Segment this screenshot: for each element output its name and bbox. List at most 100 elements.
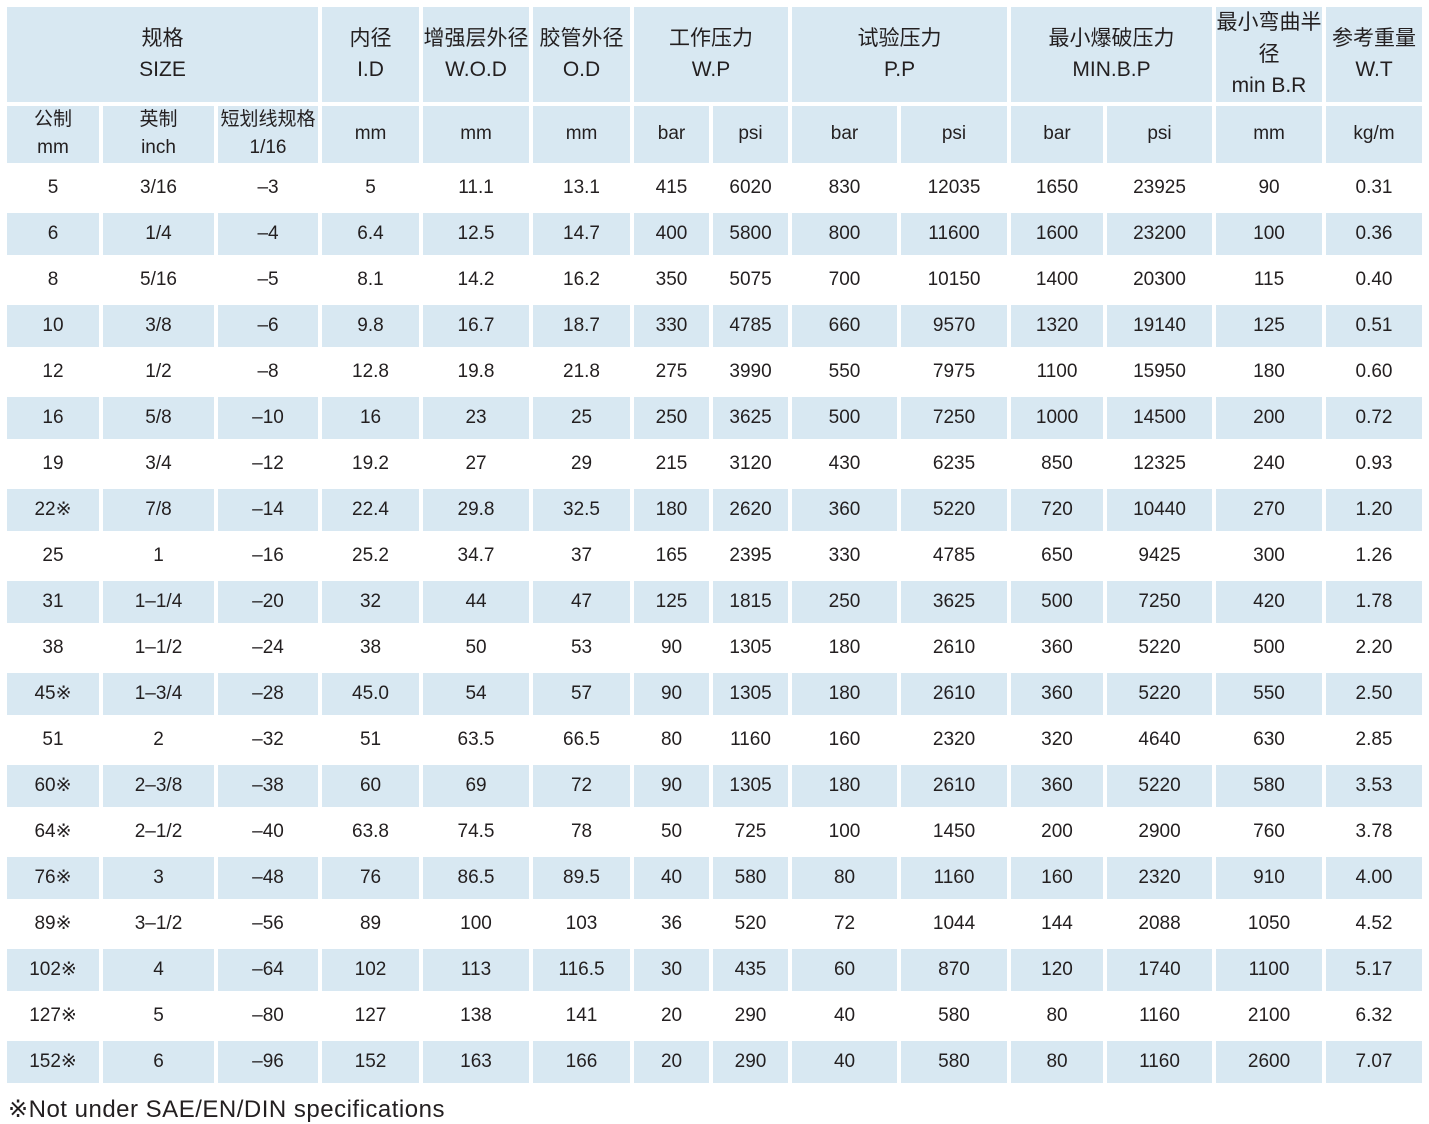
cell: 580 <box>1216 764 1323 807</box>
cell: 16.7 <box>423 304 530 347</box>
cell: 6 <box>7 212 99 255</box>
cell: 90 <box>634 672 710 715</box>
table-row: 12 1/2 –8 12.8 19.8 21.8 275 3990 550 7975 1100 159… <box>7 350 1423 393</box>
cell: 415 <box>634 166 710 209</box>
cell: 2.20 <box>1326 626 1423 669</box>
cell: 2600 <box>1216 1040 1323 1083</box>
cell: 3625 <box>713 396 789 439</box>
cell: 100 <box>423 902 530 945</box>
cell: 3990 <box>713 350 789 393</box>
header-unit-row: 公制 mm 英制 inch 短划线规格 1/16 mm mm mm bar ps… <box>7 105 1423 163</box>
cell: 240 <box>1216 442 1323 485</box>
cell: 32.5 <box>533 488 631 531</box>
cell: 3/4 <box>103 442 214 485</box>
cell: 0.36 <box>1326 212 1423 255</box>
subheader-br-mm: mm <box>1216 105 1323 163</box>
cell: 1160 <box>901 856 1008 899</box>
cell: 180 <box>792 626 898 669</box>
cell: 19.8 <box>423 350 530 393</box>
cell: 2100 <box>1216 994 1323 1037</box>
cell: 166 <box>533 1040 631 1083</box>
cell: 38 <box>7 626 99 669</box>
cell: –38 <box>218 764 319 807</box>
cell: 76※ <box>7 856 99 899</box>
cell: 1815 <box>713 580 789 623</box>
cell: 89※ <box>7 902 99 945</box>
cell: 435 <box>713 948 789 991</box>
table-row: 45※ 1–3/4 –28 45.0 54 57 90 1305 180 2610 360 5220 5… <box>7 672 1423 715</box>
subheader-dash: 短划线规格 1/16 <box>218 105 319 163</box>
cell: 2610 <box>901 672 1008 715</box>
cell: 44 <box>423 580 530 623</box>
cell: 152※ <box>7 1040 99 1083</box>
cell: 650 <box>1011 534 1104 577</box>
cell: 53 <box>533 626 631 669</box>
cell: 520 <box>713 902 789 945</box>
cell: 165 <box>634 534 710 577</box>
cell: 12 <box>7 350 99 393</box>
cell: 31 <box>7 580 99 623</box>
cell: 160 <box>792 718 898 761</box>
cell: 1 <box>103 534 214 577</box>
cell: 700 <box>792 258 898 301</box>
subheader-wt-kgm: kg/m <box>1326 105 1423 163</box>
cell: 1400 <box>1011 258 1104 301</box>
cell: 1600 <box>1011 212 1104 255</box>
cell: 9570 <box>901 304 1008 347</box>
cell: 7/8 <box>103 488 214 531</box>
cell: 76 <box>322 856 420 899</box>
cell: 360 <box>1011 626 1104 669</box>
cell: –24 <box>218 626 319 669</box>
cell: 1100 <box>1216 948 1323 991</box>
cell: 14500 <box>1107 396 1213 439</box>
cell: 100 <box>792 810 898 853</box>
subheader-pp-bar: bar <box>792 105 898 163</box>
cell: 5800 <box>713 212 789 255</box>
cell: 163 <box>423 1040 530 1083</box>
cell: 40 <box>792 994 898 1037</box>
cell: 89 <box>322 902 420 945</box>
table-row: 8 5/16 –5 8.1 14.2 16.2 350 5075 700 10150 1400 203… <box>7 258 1423 301</box>
cell: 580 <box>901 1040 1008 1083</box>
cell: 86.5 <box>423 856 530 899</box>
cell: 6235 <box>901 442 1008 485</box>
cell: 430 <box>792 442 898 485</box>
cell: 2320 <box>901 718 1008 761</box>
cell: 30 <box>634 948 710 991</box>
cell: 66.5 <box>533 718 631 761</box>
cell: 152 <box>322 1040 420 1083</box>
cell: 830 <box>792 166 898 209</box>
cell: 40 <box>634 856 710 899</box>
cell: 100 <box>1216 212 1323 255</box>
cell: 23 <box>423 396 530 439</box>
cell: 138 <box>423 994 530 1037</box>
cell: 1160 <box>713 718 789 761</box>
table-body: 5 3/16 –3 5 11.1 13.1 415 6020 830 12035 1650 23925… <box>7 166 1423 1083</box>
cell: 60※ <box>7 764 99 807</box>
cell: 2610 <box>901 626 1008 669</box>
cell: 500 <box>1011 580 1104 623</box>
cell: 6.32 <box>1326 994 1423 1037</box>
cell: 113 <box>423 948 530 991</box>
cell: 51 <box>7 718 99 761</box>
cell: 16.2 <box>533 258 631 301</box>
table-row: 152※ 6 –96 152 163 166 20 290 40 580 80 1160 2600 7.0… <box>7 1040 1423 1083</box>
table-row: 64※ 2–1/2 –40 63.8 74.5 78 50 725 100 1450 200 2900… <box>7 810 1423 853</box>
cell: –5 <box>218 258 319 301</box>
cell: 78 <box>533 810 631 853</box>
table-row: 16 5/8 –10 16 23 25 250 3625 500 7250 1000 14500 200… <box>7 396 1423 439</box>
cell: 320 <box>1011 718 1104 761</box>
subheader-pp-psi: psi <box>901 105 1008 163</box>
cell: 180 <box>792 764 898 807</box>
cell: 275 <box>634 350 710 393</box>
hose-spec-table: 规格 SIZE 内径 I.D 增强层外径 W.O.D 胶管外径 O.D 工作压力… <box>3 3 1426 1087</box>
cell: 725 <box>713 810 789 853</box>
cell: 127※ <box>7 994 99 1037</box>
cell: 3120 <box>713 442 789 485</box>
cell: 18.7 <box>533 304 631 347</box>
table-row: 31 1–1/4 –20 32 44 47 125 1815 250 3625 500 7250 420… <box>7 580 1423 623</box>
cell: 4785 <box>713 304 789 347</box>
cell: –48 <box>218 856 319 899</box>
cell: 5/8 <box>103 396 214 439</box>
